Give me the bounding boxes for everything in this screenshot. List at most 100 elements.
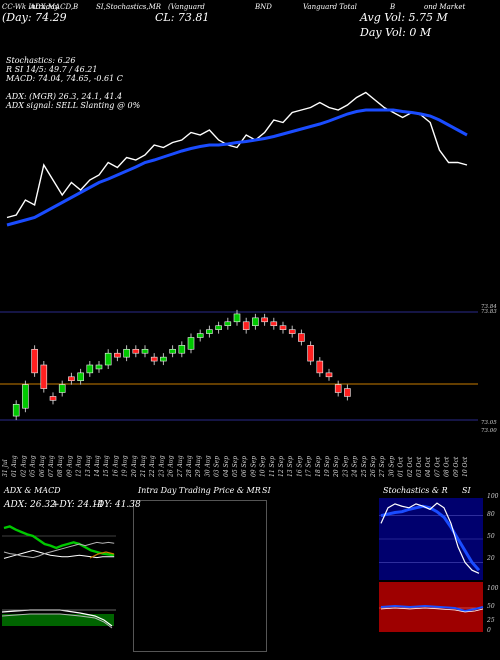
date-label: 05 Sep [232, 456, 239, 477]
date-label: 06 Aug [39, 455, 46, 477]
candle [132, 348, 140, 354]
rsi-tick: 0 [487, 627, 491, 634]
price-level-label: 73.05 [481, 420, 497, 426]
date-label: 10 Sep [260, 456, 267, 477]
indicator-line: Stochastics: 6.26 [6, 56, 76, 65]
rsi-line [380, 604, 484, 613]
date-label: 04 Sep [223, 456, 230, 477]
date-label: 11 Sep [269, 456, 276, 477]
date-label: 13 Sep [287, 456, 294, 477]
indicator-line: ADX signal: SELL Slanting @ 0% [6, 101, 141, 110]
candle [316, 360, 324, 374]
candle [58, 384, 66, 393]
date-label: 04 Oct [425, 456, 432, 477]
header-value: (Day: 74.29 [2, 11, 67, 24]
date-label: 23 Sep [342, 456, 349, 478]
candle [31, 348, 38, 374]
adx-orange-line [89, 551, 115, 559]
date-label: 02 Aug [20, 455, 27, 477]
date-label: 17 Sep [306, 456, 313, 477]
date-label: 05 Aug [30, 455, 37, 477]
candle [288, 329, 296, 334]
rsi-tick: 25 [486, 617, 495, 624]
stoch-k-line [380, 502, 480, 574]
candle [77, 372, 84, 382]
date-label: 20 Aug [131, 455, 138, 478]
header-item: ADX,MACD,B [30, 3, 79, 11]
moving-average-line [6, 108, 468, 227]
intraday-panel-title: Intra Day Trading Price & MR [138, 486, 261, 495]
price-level-label: 73.83 [481, 309, 497, 315]
date-label: 21 Aug [140, 455, 147, 478]
rsi-signal-line [380, 607, 484, 613]
date-label: 08 Oct [444, 456, 451, 477]
adx-panel-title: ADX & MACD [4, 486, 61, 495]
price-level-label: 73.00 [481, 428, 497, 434]
date-label: 03 Oct [416, 456, 423, 477]
candle [187, 337, 195, 350]
day-volume: Day Vol: 0 M [360, 26, 432, 39]
date-label: 25 Sep [361, 456, 368, 478]
candle [141, 348, 149, 354]
candle [334, 384, 342, 393]
date-label: 02 Oct [407, 456, 414, 477]
header-item: Vanguard Total [303, 3, 357, 11]
candle [12, 403, 20, 417]
header-item: (Vanguard [168, 3, 205, 11]
date-label: 30 Aug [204, 455, 211, 477]
adx-series-line [3, 549, 115, 559]
candle [104, 352, 112, 366]
header-item: SI,Stochastics,MR [96, 3, 162, 11]
candle [233, 313, 241, 323]
date-label: 26 Sep [370, 456, 377, 478]
date-label: 19 Aug [122, 455, 129, 477]
date-label: 03 Sep [214, 456, 221, 477]
rsi-tick: 50 [487, 603, 495, 610]
candle [160, 356, 167, 362]
date-label: 27 Sep [379, 456, 386, 478]
date-label: 06 Sep [241, 456, 248, 477]
macd-histogram [2, 614, 114, 626]
stoch-tick: 20 [486, 555, 495, 562]
header-item: CC-Wk Intraday [2, 3, 59, 11]
candle [344, 388, 351, 397]
candle [252, 317, 259, 327]
candle [123, 348, 130, 358]
date-label: 14 Aug [94, 455, 101, 477]
candle [279, 325, 287, 330]
candle [86, 364, 94, 374]
candle [49, 396, 57, 401]
candle [40, 364, 48, 389]
date-label: 09 Oct [453, 456, 460, 477]
candle [307, 345, 314, 362]
candle [169, 348, 176, 354]
price-level-label: 73.84 [481, 304, 497, 310]
candle [68, 376, 75, 382]
indicator-panels: 100 80 50 20 100 50 25 0 [1, 493, 499, 634]
date-label: 19 Sep [324, 456, 331, 477]
candle [206, 329, 213, 334]
date-label: 18 Sep [315, 456, 322, 477]
indicator-line: ADX: (MGR) 26.3, 24.1, 41.4 [6, 92, 123, 101]
stoch-tick: 50 [487, 533, 495, 540]
date-label: 24 Sep [352, 456, 359, 478]
macd-signal-line [1, 613, 113, 629]
adx-value: ADX: 26.32 [4, 500, 56, 510]
date-label: 01 Oct [398, 456, 405, 477]
candle [242, 321, 250, 330]
date-label: 28 Aug [186, 455, 193, 478]
indicator-line: MACD: 74.04, 74.65, -0.61 C [6, 74, 123, 83]
date-label: 16 Aug [112, 455, 119, 477]
date-label: 20 Sep [333, 456, 340, 478]
date-label: 30 Sep [388, 456, 395, 477]
date-label: 26 Aug [168, 455, 175, 478]
date-label: 27 Aug [177, 455, 184, 478]
stoch-d-line [380, 504, 481, 572]
candle [95, 364, 103, 370]
date-label: 31 Jul [2, 459, 9, 477]
header-item: B [390, 3, 396, 11]
stoch-panel-title: Stochastics & R [383, 486, 448, 495]
date-label: 16 Sep [296, 456, 303, 477]
candle [114, 352, 121, 358]
